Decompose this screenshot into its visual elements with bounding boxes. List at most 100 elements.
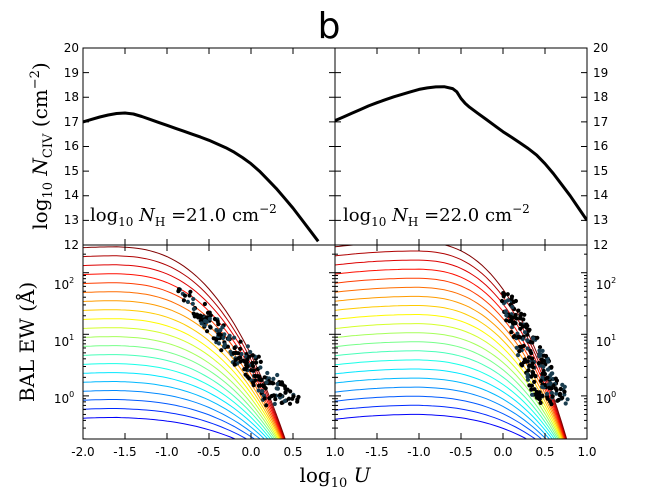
xtick-label: -0.5 — [197, 445, 220, 459]
observed-point — [232, 362, 237, 367]
observed-point — [509, 325, 515, 330]
observed-point — [516, 308, 521, 313]
observed-point — [220, 335, 226, 341]
observed-point — [565, 397, 570, 402]
ytick-label: 19 — [64, 66, 79, 80]
ew-model-curve — [335, 295, 564, 439]
xtick-label: 0.0 — [493, 445, 512, 459]
ew-model-curve — [83, 408, 248, 439]
column-density-right — [335, 85, 587, 222]
observed-point — [545, 396, 550, 401]
observed-point — [182, 293, 188, 298]
ew-model-curve — [83, 345, 276, 439]
x-axis-title: log10 U — [299, 463, 371, 491]
observed-point — [545, 367, 551, 372]
observed-point — [187, 293, 192, 298]
observed-point — [501, 291, 506, 296]
observed-point — [543, 382, 548, 388]
observed-point — [283, 390, 288, 395]
observed-point — [505, 298, 511, 303]
observed-point — [181, 298, 186, 303]
observed-point — [529, 383, 535, 388]
observed-point — [504, 313, 509, 318]
observed-point — [226, 337, 231, 342]
observed-point — [534, 390, 540, 395]
xtick-label: -2.0 — [71, 445, 94, 459]
observed-point — [261, 384, 266, 389]
xtick-label: -1.5 — [365, 445, 388, 459]
observed-point — [562, 389, 567, 394]
observed-point — [239, 351, 244, 357]
ytick-label: 17 — [64, 115, 79, 129]
observed-point — [278, 392, 283, 397]
ytick-label: 13 — [64, 213, 79, 227]
observed-point — [215, 319, 220, 324]
observed-point — [544, 391, 550, 396]
ytick-label: 18 — [593, 90, 608, 104]
observed-point — [222, 332, 227, 337]
ew-model-curve — [335, 350, 557, 439]
observed-point — [560, 395, 565, 400]
observed-point — [238, 359, 243, 364]
observed-point — [258, 365, 263, 370]
observed-point — [520, 324, 526, 329]
ytick-label: 100 — [596, 390, 616, 406]
observed-point — [236, 351, 241, 356]
observed-point — [225, 344, 230, 349]
observed-point — [530, 356, 535, 361]
observed-point — [202, 301, 207, 307]
ew-model-curve — [83, 318, 280, 439]
observed-point — [556, 397, 561, 403]
observed-point — [503, 309, 508, 314]
ytick-label: 19 — [593, 66, 608, 80]
ew-curves-left — [83, 246, 286, 439]
ew-model-curve — [83, 309, 281, 439]
observed-point — [185, 299, 190, 304]
observed-point — [218, 332, 223, 337]
observed-point — [515, 353, 521, 358]
observed-point — [273, 397, 278, 402]
observed-point — [287, 401, 293, 406]
ew-model-curve — [335, 395, 543, 439]
annotation-right: log10 NH =22.0 cm−2 — [343, 202, 530, 229]
observed-point — [563, 401, 568, 406]
observed-point — [515, 331, 520, 336]
ew-model-curve — [335, 413, 528, 439]
observed-point — [535, 335, 540, 340]
observed-point — [509, 330, 514, 335]
observed-point — [532, 387, 537, 392]
observed-points-left — [176, 287, 301, 408]
ytick-label: 13 — [593, 213, 608, 227]
ew-model-curve — [335, 268, 566, 439]
observed-point — [262, 375, 267, 380]
ew-model-curve — [335, 377, 551, 439]
observed-point — [537, 345, 543, 350]
observed-point — [549, 364, 554, 370]
observed-point — [283, 386, 288, 391]
observed-point — [295, 399, 300, 404]
ytick-label: 20 — [593, 41, 608, 55]
ytick-label: 15 — [593, 164, 608, 178]
column-density-left — [83, 111, 320, 243]
observed-point — [531, 336, 536, 341]
observed-point — [537, 348, 542, 353]
ew-model-curve — [335, 386, 547, 439]
observed-point — [518, 314, 523, 319]
observed-point — [254, 360, 259, 365]
ytick-label: 101 — [54, 333, 74, 349]
observed-point — [530, 365, 536, 370]
xtick-label: -1.5 — [113, 445, 136, 459]
ytick-label: 102 — [54, 276, 74, 292]
panel-label: b — [318, 6, 341, 47]
ytick-label: 16 — [64, 139, 79, 153]
observed-point — [538, 400, 543, 405]
ew-model-curve — [335, 341, 559, 439]
observed-point — [540, 348, 545, 353]
observed-point — [260, 389, 265, 394]
observed-point — [558, 386, 563, 392]
observed-point — [205, 329, 210, 334]
ew-model-curve — [335, 332, 560, 439]
observed-point — [191, 306, 196, 312]
observed-point — [532, 379, 537, 384]
ew-model-curve — [83, 336, 278, 439]
